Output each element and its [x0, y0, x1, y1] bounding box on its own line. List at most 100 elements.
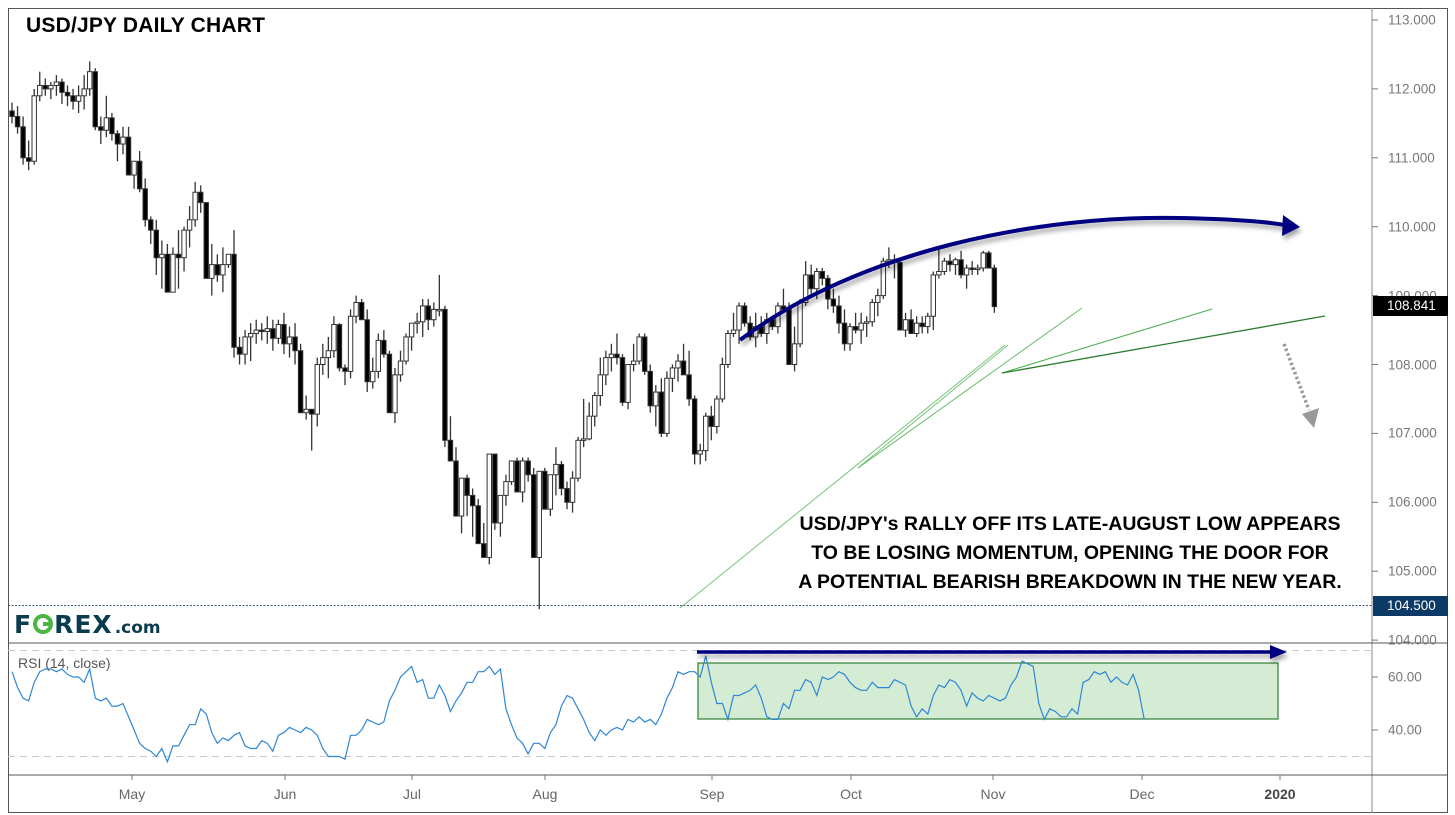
candle-up	[31, 95, 37, 162]
time-tick-label: Jun	[273, 786, 297, 802]
curved-momentum-arrow	[738, 215, 1300, 342]
candle-up	[458, 477, 465, 517]
candle-up	[980, 252, 986, 269]
candle-up	[331, 324, 337, 352]
trendlines	[679, 307, 1326, 609]
candle-up	[936, 270, 942, 276]
candle-up	[630, 360, 637, 365]
candle-down	[686, 374, 692, 400]
price-tick-label: 112.000	[1388, 81, 1436, 97]
rsi-indicator-label[interactable]: RSI (14, close)	[18, 655, 111, 671]
candle-down	[492, 453, 498, 524]
candle-up	[536, 470, 542, 558]
candle-down	[98, 126, 104, 131]
candle-up	[53, 81, 60, 86]
trendline-2	[857, 307, 1083, 469]
candle-up	[869, 301, 875, 323]
candle-down	[564, 488, 570, 503]
candle-down	[447, 439, 454, 462]
candle-down	[136, 160, 143, 190]
candle-up	[253, 329, 259, 334]
candle-up	[131, 160, 137, 176]
candle-up	[486, 453, 493, 558]
candle-down	[708, 415, 714, 428]
candle-down	[542, 470, 548, 510]
candle-up	[225, 253, 232, 266]
candle-down	[114, 133, 121, 145]
candle-up	[569, 477, 576, 503]
candle-up	[408, 322, 415, 338]
candle-down	[175, 253, 182, 259]
candle-up	[242, 336, 248, 355]
candle-down	[9, 110, 15, 117]
candle-down	[292, 336, 298, 352]
candle-down	[531, 474, 537, 558]
time-tick-label: Sep	[699, 786, 725, 802]
candle-down	[64, 91, 71, 97]
price-tick-label: 110.000	[1388, 219, 1436, 235]
candle-up	[975, 267, 981, 271]
candle-down	[281, 324, 287, 345]
price-tick-label: 107.000	[1388, 425, 1437, 441]
candle-down	[425, 305, 431, 321]
candle-down	[808, 274, 814, 290]
candle-down	[336, 324, 343, 369]
candle-down	[680, 360, 687, 376]
trendline-3	[1001, 308, 1213, 374]
candlesticks	[9, 61, 998, 610]
candle-up	[952, 259, 959, 266]
candle-down	[297, 350, 304, 414]
time-tick-label: Dec	[1129, 786, 1155, 802]
candle-down	[819, 270, 825, 279]
candle-up	[592, 395, 598, 417]
candle-down	[198, 191, 204, 204]
candle-down	[259, 329, 265, 333]
candle-up	[719, 364, 726, 400]
candle-up	[503, 481, 509, 496]
candle-down	[453, 460, 459, 517]
candle-up	[575, 439, 581, 479]
candle-up	[714, 398, 720, 428]
rsi-tick-label: 40.00	[1388, 722, 1422, 738]
candle-down	[342, 367, 348, 372]
candle-up	[736, 305, 742, 331]
candle-down	[642, 336, 648, 372]
candle-down	[464, 477, 470, 496]
candle-down	[658, 391, 665, 434]
candle-down	[270, 328, 276, 339]
candle-down	[958, 259, 964, 276]
candle-up	[87, 71, 93, 90]
candle-up	[375, 339, 382, 372]
candle-down	[614, 353, 620, 359]
logo-suffix: .com	[114, 618, 161, 638]
candle-up	[325, 350, 332, 359]
candle-up	[586, 415, 592, 440]
candle-down	[919, 322, 925, 328]
candle-up	[913, 322, 920, 334]
candle-down	[231, 253, 237, 348]
candle-up	[791, 343, 798, 365]
price-tick-label: 105.000	[1388, 563, 1437, 579]
price-tick-label: 106.000	[1388, 494, 1437, 510]
candle-down	[214, 264, 221, 276]
candle-down	[841, 322, 848, 345]
candle-down	[125, 136, 132, 176]
candle-up	[797, 301, 803, 345]
candle-down	[481, 543, 487, 558]
candle-up	[508, 460, 515, 483]
candle-down	[236, 346, 243, 355]
last-price-flag: 108.841	[1373, 296, 1448, 316]
candle-down	[558, 463, 565, 490]
candle-down	[969, 267, 975, 271]
annotation-text: USD/JPY's RALLY OFF ITS LATE-AUGUST LOW …	[790, 510, 1350, 597]
candle-up	[597, 374, 603, 397]
candle-down	[986, 252, 992, 269]
candle-up	[519, 460, 526, 493]
time-tick-label: Nov	[980, 786, 1006, 802]
candle-up	[48, 84, 54, 90]
candle-up	[414, 321, 420, 324]
candle-up	[286, 336, 293, 345]
candle-down	[364, 319, 370, 383]
candle-down	[309, 408, 315, 415]
